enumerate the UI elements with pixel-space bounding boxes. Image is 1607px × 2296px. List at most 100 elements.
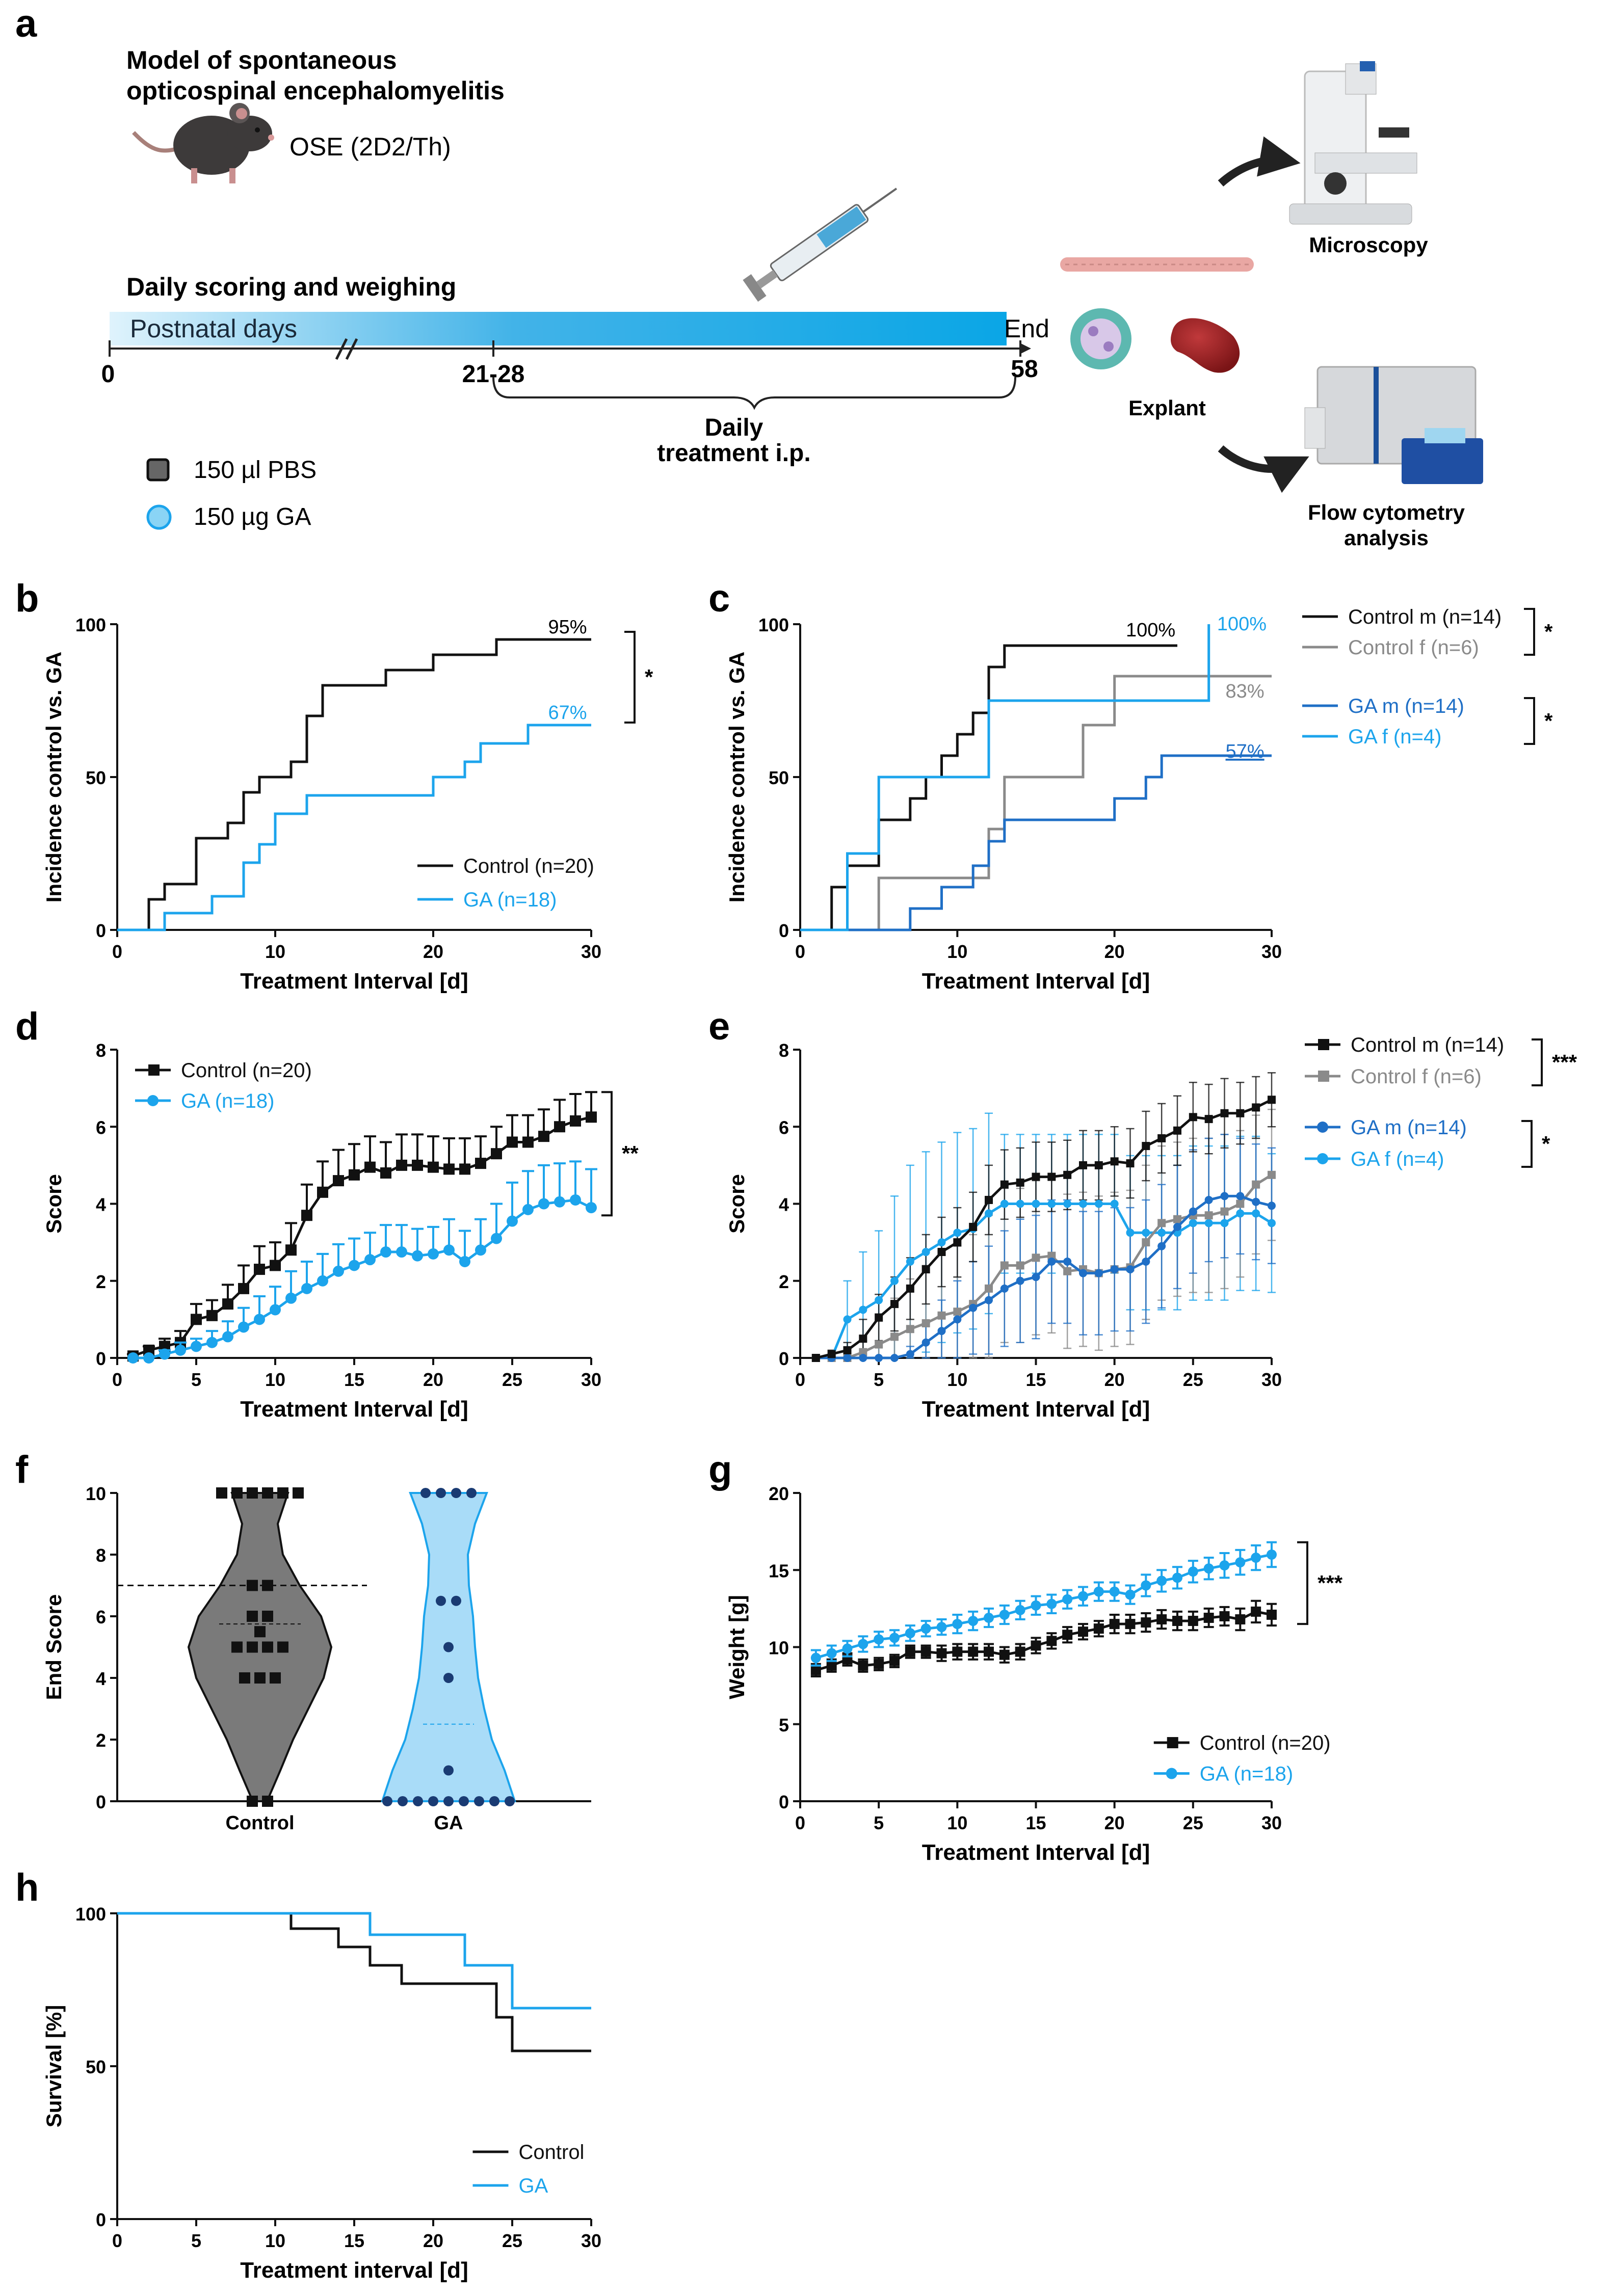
axis-break-icon [335,338,358,360]
data-point [1236,1192,1245,1200]
data-point [952,1619,963,1630]
data-point [953,1315,962,1324]
data-point [1251,1553,1261,1563]
flow-label-2: analysis [1344,526,1429,550]
data-point [247,1796,258,1807]
data-point [985,1195,993,1204]
data-point [906,1284,914,1293]
data-point [554,1121,565,1133]
data-point [890,1300,899,1309]
x-axis-title: Treatment Interval [d] [922,1397,1150,1422]
explant-label: Explant [1128,396,1206,420]
data-point [159,1348,170,1360]
data-point [1063,1199,1072,1208]
x-category-label: GA [434,1812,463,1834]
data-point [890,1276,899,1285]
data-point [1220,1192,1229,1200]
legend-label: Control f (n=6) [1351,1065,1482,1088]
data-point [459,1163,470,1175]
x-tick-label: 30 [1261,1812,1282,1833]
data-point [222,1331,233,1343]
data-point [505,1796,515,1806]
data-point [1031,1640,1041,1651]
y-tick-label: 10 [86,1483,106,1504]
x-axis-title: Treatment interval [d] [240,2258,468,2283]
data-point [1219,1611,1230,1621]
data-point [826,1648,837,1659]
x-tick-label: 10 [947,941,967,962]
x-tick-label: 30 [1261,1369,1282,1390]
panel-letter-a: a [15,2,37,45]
data-point [436,1488,446,1498]
data-point [1142,1142,1150,1151]
data-point [1109,1619,1120,1630]
x-tick-label: 5 [874,1812,884,1833]
data-point [364,1161,376,1173]
data-point [522,1204,534,1215]
data-point [843,1354,852,1362]
data-point [1141,1617,1151,1628]
data-point [859,1305,867,1314]
data-point [890,1354,899,1362]
legend-label: GA m (n=14) [1348,695,1464,717]
arrow-to-microscope [1218,136,1301,187]
data-point [1142,1257,1150,1266]
data-point [1047,1257,1056,1266]
data-point [420,1488,431,1498]
data-point [1172,1572,1182,1583]
data-point [127,1352,139,1364]
data-point [810,1652,821,1663]
significance-bracket [1521,1120,1533,1168]
spleen-icon [1171,318,1240,373]
data-point [412,1159,423,1171]
data-point [1220,1219,1229,1227]
data-point [1031,1600,1041,1611]
data-point [191,1341,202,1352]
data-point [1236,1109,1245,1117]
data-point [1236,1209,1245,1218]
data-point [1157,1134,1166,1142]
microscopy-label: Microscopy [1309,233,1428,257]
data-point [1032,1172,1040,1181]
data-point [921,1265,930,1274]
data-point [890,1332,899,1341]
data-point [206,1310,218,1321]
panel-f: f 0 2 4 6 8 10 End Score Control GA [15,1448,591,1834]
end-label: 95% [548,617,587,638]
y-tick-label: 20 [769,1483,789,1504]
y-axis-title: Incidence control vs. GA [725,652,749,902]
data-point [874,1659,884,1669]
significance-bracket [624,631,636,724]
end-label: End [1004,314,1049,343]
data-point [937,1311,946,1320]
data-point [1016,1276,1024,1285]
significance-bracket [1532,1038,1543,1086]
data-point [1016,1178,1024,1187]
data-point [1094,1161,1103,1169]
data-point [489,1796,499,1806]
data-point [1141,1580,1151,1591]
treatment-label-1: Daily [705,414,763,441]
data-point [254,1626,266,1638]
data-point [969,1303,978,1312]
data-point [459,1256,470,1267]
data-point [953,1307,962,1316]
data-point [1110,1265,1119,1274]
spinal-cord-icon [1060,257,1254,272]
x-tick-label: 15 [1025,1812,1046,1833]
end-label: 100% [1217,613,1267,635]
data-point [349,1260,360,1271]
data-point [843,1315,852,1324]
series-line-ga [117,724,591,931]
x-tick-label: 15 [344,1369,364,1390]
timeline-tick-0: 0 [101,361,115,388]
data-point [396,1246,407,1258]
y-tick-label: 50 [86,2057,106,2077]
data-point [285,1292,297,1304]
legend-marker [147,1095,159,1106]
data-point [1204,1115,1213,1124]
y-tick-label: 0 [96,2209,106,2230]
data-point [270,1304,281,1316]
data-point [1063,1267,1072,1275]
data-point [466,1488,477,1498]
